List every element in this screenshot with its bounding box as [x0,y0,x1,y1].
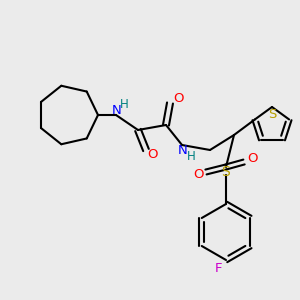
Text: S: S [268,109,276,122]
Text: S: S [222,165,230,179]
Text: O: O [173,92,183,104]
Text: N: N [178,145,188,158]
Text: O: O [247,152,257,166]
Text: H: H [120,98,128,112]
Text: N: N [112,104,122,118]
Text: O: O [193,169,203,182]
Text: F: F [215,262,223,275]
Text: H: H [187,151,195,164]
Text: O: O [148,148,158,161]
